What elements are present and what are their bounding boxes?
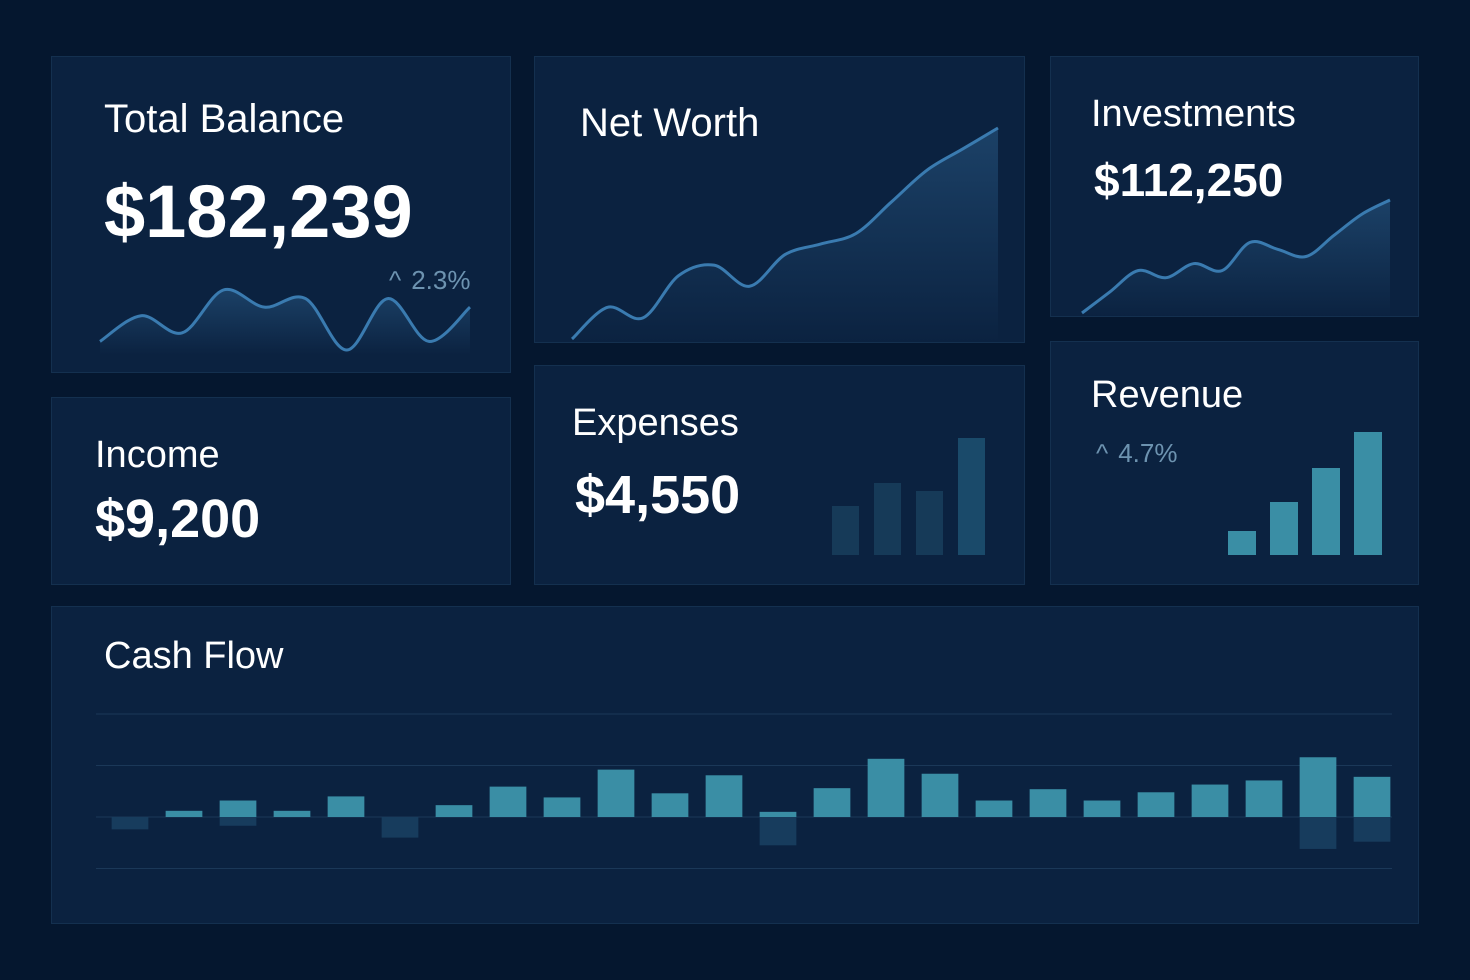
chart-bar [958, 438, 985, 555]
chart-bar [273, 810, 311, 817]
chart-bar [867, 758, 905, 817]
revenue-change: ^ 4.7% [1096, 438, 1177, 469]
chart-bar [921, 773, 959, 817]
chart-series-line [99, 287, 472, 352]
net-worth-chart [570, 126, 999, 342]
chart-bar [1191, 784, 1229, 817]
chart-bar [1245, 780, 1283, 817]
income-card[interactable]: Income $9,200 [51, 397, 511, 585]
chart-bar [832, 505, 859, 555]
chart-series-line [1081, 198, 1391, 315]
chart-bar [705, 775, 743, 817]
chart-area-fill [100, 289, 470, 355]
chart-series-line [570, 126, 999, 341]
investments-title: Investments [1091, 93, 1296, 135]
chevron-up-icon: ^ [1096, 438, 1109, 468]
expenses-card[interactable]: Expenses $4,550 [534, 365, 1025, 585]
chart-bar [874, 483, 901, 555]
investments-chart [1081, 198, 1391, 316]
cash-flow-card[interactable]: Cash Flow [51, 606, 1419, 924]
total-balance-card[interactable]: Total Balance $182,239 ^ 2.3% [51, 56, 511, 373]
chart-bar [1312, 468, 1340, 555]
total-balance-change: ^ 2.3% [389, 265, 470, 296]
chart-area-fill [572, 128, 998, 342]
chart-bar [651, 793, 689, 817]
chart-bar [759, 811, 797, 817]
chart-bar [975, 800, 1013, 817]
chart-bar [543, 797, 581, 817]
expenses-value: $4,550 [575, 465, 741, 525]
revenue-change-value: 4.7% [1118, 438, 1178, 468]
chart-bar [165, 810, 203, 817]
investments-value: $112,250 [1094, 154, 1284, 206]
total-balance-change-value: 2.3% [411, 265, 471, 295]
income-title: Income [95, 434, 220, 476]
revenue-card[interactable]: Revenue ^ 4.7% [1050, 341, 1419, 585]
chart-bar [327, 796, 365, 817]
chart-bar [1228, 530, 1256, 555]
chart-bar [381, 817, 419, 838]
chart-bar [597, 769, 635, 817]
income-value: $9,200 [95, 489, 261, 549]
chart-bar [219, 800, 257, 817]
chart-bar [1029, 789, 1067, 817]
chart-bar [111, 817, 149, 830]
chart-bar [1083, 800, 1121, 817]
chart-bar [759, 817, 797, 846]
chevron-up-icon: ^ [389, 265, 402, 295]
revenue-chart [1228, 432, 1390, 555]
chart-bar [1137, 792, 1175, 817]
chart-bar [1299, 817, 1337, 849]
chart-bar [435, 805, 473, 817]
chart-bar [219, 817, 257, 826]
total-balance-value: $182,239 [104, 170, 413, 253]
net-worth-title: Net Worth [580, 101, 760, 145]
net-worth-card[interactable]: Net Worth [534, 56, 1025, 343]
chart-bar [1353, 776, 1391, 817]
chart-bar [813, 788, 851, 817]
expenses-title: Expenses [572, 402, 739, 444]
cash-flow-chart [96, 713, 1392, 869]
revenue-title: Revenue [1091, 374, 1244, 416]
chart-bar [489, 786, 527, 817]
investments-card[interactable]: Investments $112,250 [1050, 56, 1419, 317]
chart-bar [1299, 757, 1337, 817]
total-balance-title: Total Balance [104, 97, 345, 141]
chart-bar [1270, 501, 1298, 555]
chart-bar [916, 491, 943, 555]
total-balance-sparkline [99, 287, 472, 355]
chart-bar [1353, 817, 1391, 842]
expenses-chart [832, 438, 992, 555]
cash-flow-title: Cash Flow [104, 635, 284, 677]
chart-bar [1354, 432, 1382, 555]
